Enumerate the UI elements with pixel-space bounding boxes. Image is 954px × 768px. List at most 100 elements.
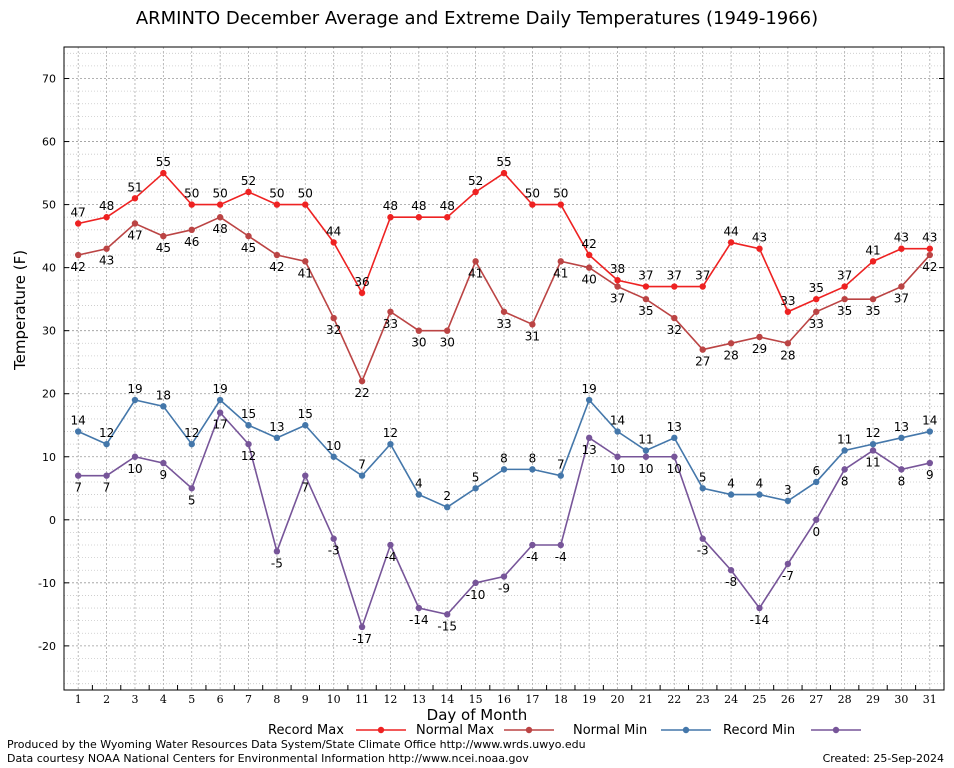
legend-swatch-marker: [377, 726, 385, 734]
x-tick-label: 31: [923, 693, 937, 706]
data-point: [444, 611, 451, 618]
data-label: 55: [156, 155, 171, 169]
data-label: 22: [354, 386, 369, 400]
data-label: 33: [496, 317, 511, 331]
data-point: [642, 283, 650, 290]
x-tick-label: 13: [412, 693, 426, 706]
data-point: [784, 497, 792, 505]
data-label: 8: [500, 451, 508, 465]
x-tick-label: 11: [355, 693, 369, 706]
data-point: [330, 239, 337, 246]
x-tick-label: 23: [696, 693, 710, 706]
x-tick-label: 7: [245, 693, 252, 706]
data-label: 17: [212, 418, 227, 432]
data-point: [614, 283, 621, 290]
data-point: [74, 472, 82, 479]
y-tick-label: 40: [42, 262, 56, 275]
data-point: [898, 434, 905, 442]
data-label: 10: [127, 462, 142, 476]
data-label: 48: [440, 199, 455, 213]
legend-swatch-marker: [832, 726, 840, 734]
data-point: [671, 434, 678, 442]
data-point: [472, 188, 479, 196]
x-tick-label: 26: [781, 693, 795, 706]
data-point: [529, 321, 536, 328]
data-point: [444, 214, 451, 221]
x-tick-label: 3: [131, 693, 138, 706]
data-label: 45: [241, 241, 256, 255]
chart-title: ARMINTO December Average and Extreme Dai…: [135, 8, 819, 29]
data-label: 50: [525, 187, 540, 201]
data-point: [500, 466, 508, 473]
data-point: [841, 283, 848, 290]
data-label: 9: [160, 468, 168, 482]
data-label: 12: [184, 426, 199, 440]
data-point: [585, 251, 593, 259]
x-tick-label: 5: [188, 693, 195, 706]
data-point: [273, 201, 281, 208]
data-label: 37: [894, 292, 909, 306]
y-tick-label: -10: [38, 577, 56, 590]
data-label: 8: [529, 451, 537, 465]
data-label: 48: [212, 222, 227, 236]
y-tick-label: 0: [49, 514, 56, 527]
data-point: [529, 201, 536, 208]
data-point: [642, 295, 650, 303]
data-label: -5: [271, 556, 283, 570]
data-label: 13: [894, 420, 909, 434]
legend-label: Normal Min: [573, 723, 647, 738]
data-label: 47: [71, 206, 86, 220]
data-point: [131, 453, 139, 460]
data-point: [699, 346, 706, 353]
data-point: [160, 169, 167, 177]
data-label: 4: [756, 477, 764, 491]
data-point: [188, 440, 195, 448]
data-label: 42: [922, 260, 937, 274]
data-point: [529, 541, 536, 549]
data-point: [557, 201, 564, 208]
data-point: [727, 491, 735, 498]
data-point: [273, 251, 281, 259]
data-label: 2: [443, 489, 451, 503]
data-point: [926, 251, 934, 259]
data-label: -4: [384, 550, 396, 564]
data-point: [216, 409, 224, 416]
x-tick-label: 9: [302, 693, 309, 706]
data-point: [472, 485, 479, 492]
y-tick-label: 60: [42, 136, 56, 149]
data-point: [387, 308, 394, 315]
data-point: [302, 258, 309, 265]
data-point: [585, 434, 593, 442]
data-point: [131, 195, 139, 202]
data-point: [727, 567, 735, 574]
data-label: 7: [301, 481, 309, 495]
legend-label: Record Min: [723, 723, 795, 738]
footer-created-date: Created: 25-Sep-2024: [822, 752, 944, 765]
data-label: 55: [496, 155, 511, 169]
data-label: 12: [865, 426, 880, 440]
data-label: 8: [898, 474, 906, 488]
data-point: [671, 453, 678, 460]
data-label: 50: [184, 187, 199, 201]
data-label: 35: [638, 304, 653, 318]
data-label: 50: [269, 187, 284, 201]
data-label: -3: [697, 544, 709, 558]
data-label: 7: [74, 481, 82, 495]
data-label: 35: [809, 281, 824, 295]
data-point: [358, 377, 366, 385]
legend-swatch-marker: [682, 726, 690, 734]
data-point: [387, 214, 394, 221]
data-label: 19: [582, 382, 597, 396]
data-point: [926, 428, 934, 435]
data-point: [756, 491, 763, 498]
data-point: [869, 440, 877, 448]
legend-label: Normal Max: [416, 723, 494, 738]
data-label: 48: [411, 199, 426, 213]
y-tick-label: 50: [42, 199, 56, 212]
data-label: 31: [525, 329, 540, 343]
data-point: [642, 447, 650, 454]
data-label: 13: [582, 443, 597, 457]
data-point: [103, 472, 110, 479]
